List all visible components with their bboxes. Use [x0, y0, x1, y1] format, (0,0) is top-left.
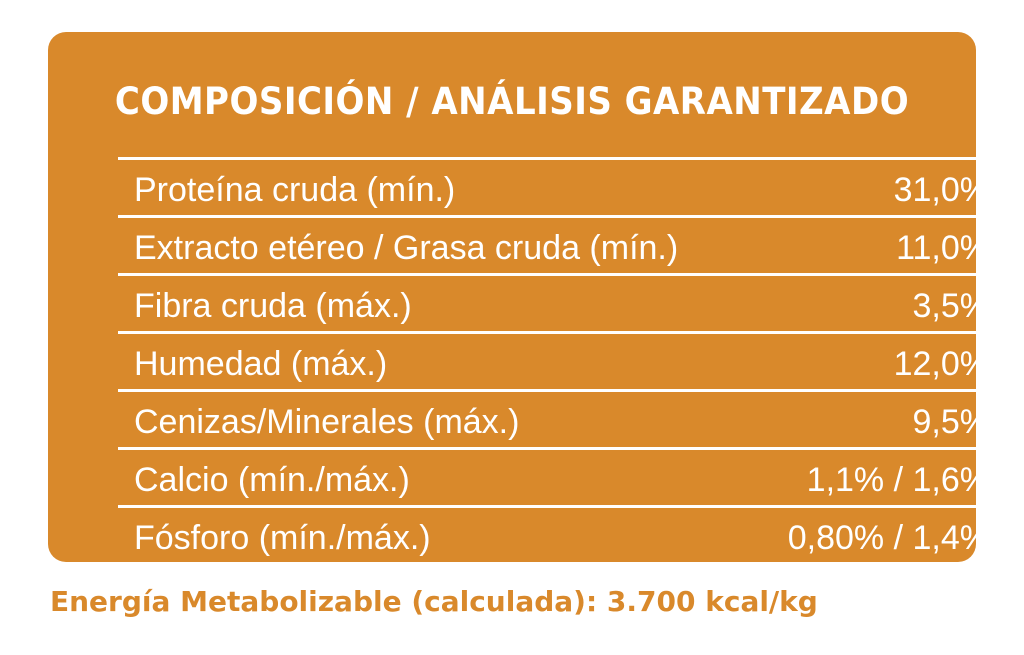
table-row-ash: Cenizas/Minerales (máx.) 9,5% [118, 392, 998, 450]
table-row-calcium: Calcio (mín./máx.) 1,1% / 1,6% [118, 450, 998, 508]
row-label: Humedad (máx.) [134, 345, 388, 383]
row-value: 12,0% [893, 345, 990, 383]
energy-text: Energía Metabolizable (calculada): 3.700… [50, 585, 818, 618]
table-row-protein: Proteína cruda (mín.) 31,0% [118, 160, 998, 218]
row-value: 31,0% [893, 171, 990, 209]
row-value: 9,5% [912, 403, 991, 441]
row-label: Calcio (mín./máx.) [134, 461, 410, 499]
analysis-panel: COMPOSICIÓN / ANÁLISIS GARANTIZADO Prote… [48, 32, 998, 562]
row-label: Extracto etéreo / Grasa cruda (mín.) [134, 229, 679, 267]
row-value: 1,1% / 1,6% [806, 461, 990, 499]
row-label: Cenizas/Minerales (máx.) [134, 403, 520, 441]
row-value: 0,80% / 1,4% [787, 519, 990, 557]
table-row-phosphorus: Fósforo (mín./máx.) 0,80% / 1,4% [118, 508, 998, 566]
table-row-moisture: Humedad (máx.) 12,0% [118, 334, 998, 392]
row-value: 11,0% [896, 229, 990, 267]
analysis-table: Proteína cruda (mín.) 31,0% Extracto eté… [118, 157, 998, 566]
panel-title: COMPOSICIÓN / ANÁLISIS GARANTIZADO [114, 80, 910, 123]
row-label: Proteína cruda (mín.) [134, 171, 456, 209]
row-value: 3,5% [912, 287, 991, 325]
table-row-fiber: Fibra cruda (máx.) 3,5% [118, 276, 998, 334]
row-label: Fibra cruda (máx.) [134, 287, 412, 325]
row-label: Fósforo (mín./máx.) [134, 519, 431, 557]
table-row-fat: Extracto etéreo / Grasa cruda (mín.) 11,… [118, 218, 998, 276]
